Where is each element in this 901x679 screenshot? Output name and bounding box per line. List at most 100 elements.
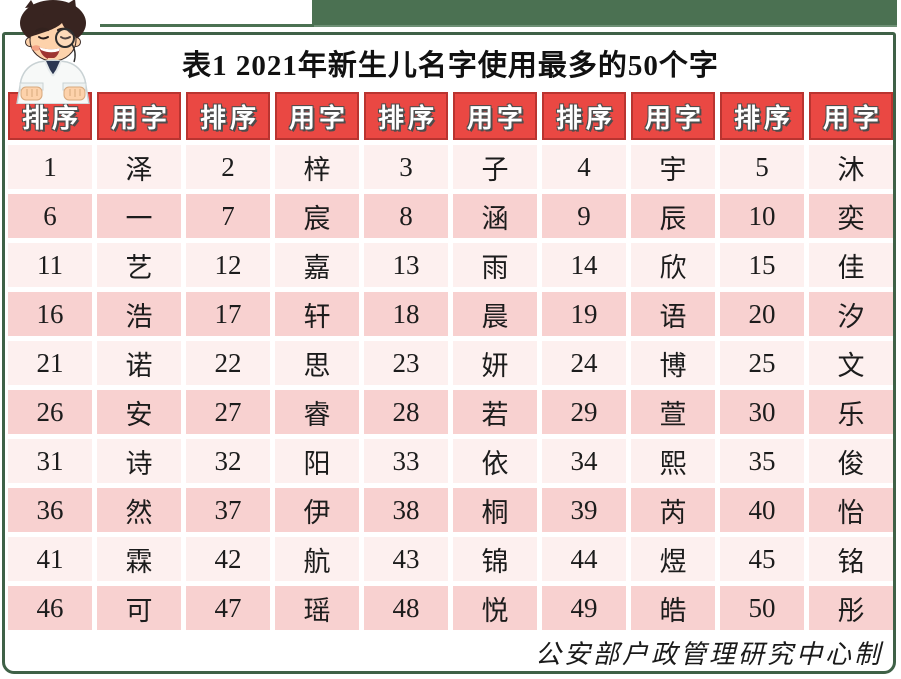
char-cell: 梓 [275,145,359,189]
rank-cell: 44 [542,537,626,581]
rank-cell: 6 [8,194,92,238]
rank-cell: 24 [542,341,626,385]
column-header-rank: 排序 [186,92,270,140]
char-cell: 泽 [97,145,181,189]
char-cell: 航 [275,537,359,581]
column-header-rank: 排序 [720,92,804,140]
char-cell: 芮 [631,488,715,532]
rank-cell: 14 [542,243,626,287]
char-cell: 汐 [809,292,893,336]
rank-cell: 28 [364,390,448,434]
column-header-char: 用字 [97,92,181,140]
rank-cell: 31 [8,439,92,483]
char-cell: 文 [809,341,893,385]
column-header-char: 用字 [453,92,537,140]
char-cell: 萱 [631,390,715,434]
char-cell: 艺 [97,243,181,287]
rank-cell: 8 [364,194,448,238]
page-title: 表1 2021年新生儿名字使用最多的50个字 [182,50,719,82]
char-cell: 阳 [275,439,359,483]
rank-cell: 38 [364,488,448,532]
char-cell: 伊 [275,488,359,532]
char-cell: 佳 [809,243,893,287]
rank-cell: 40 [720,488,804,532]
rank-cell: 47 [186,586,270,630]
column-header-char: 用字 [809,92,893,140]
rank-cell: 15 [720,243,804,287]
rank-cell: 32 [186,439,270,483]
rank-cell: 46 [8,586,92,630]
char-cell: 然 [97,488,181,532]
rank-cell: 39 [542,488,626,532]
char-cell: 妍 [453,341,537,385]
rank-cell: 29 [542,390,626,434]
credit-text: 公安部户政管理研究中心制 [534,640,883,670]
rank-cell: 48 [364,586,448,630]
char-cell: 依 [453,439,537,483]
doctor-cartoon-avatar-icon [16,0,90,104]
column-header-rank: 排序 [542,92,626,140]
page-frame-border [2,32,896,674]
name-ranking-table: 排序 用字 排序 用字 排序 用字 排序 用字 排序 用字 1 泽 2 梓 3 子 4 宇 5 沐 6 一 7 宸 8 涵 9 辰 10… [8,92,893,630]
rank-cell: 34 [542,439,626,483]
rank-cell: 25 [720,341,804,385]
rank-cell: 41 [8,537,92,581]
char-cell: 奕 [809,194,893,238]
char-cell: 沐 [809,145,893,189]
rank-cell: 33 [364,439,448,483]
rank-cell: 49 [542,586,626,630]
char-cell: 悦 [453,586,537,630]
char-cell: 桐 [453,488,537,532]
char-cell: 铭 [809,537,893,581]
char-cell: 安 [97,390,181,434]
char-cell: 博 [631,341,715,385]
char-cell: 语 [631,292,715,336]
rank-cell: 18 [364,292,448,336]
rank-cell: 27 [186,390,270,434]
rank-cell: 22 [186,341,270,385]
char-cell: 欣 [631,243,715,287]
column-header-char: 用字 [275,92,359,140]
rank-cell: 17 [186,292,270,336]
rank-cell: 12 [186,243,270,287]
rank-cell: 23 [364,341,448,385]
top-green-band-tail [100,24,314,27]
top-green-band [312,0,897,27]
char-cell: 宇 [631,145,715,189]
rank-cell: 36 [8,488,92,532]
char-cell: 怡 [809,488,893,532]
rank-cell: 5 [720,145,804,189]
char-cell: 皓 [631,586,715,630]
rank-cell: 10 [720,194,804,238]
char-cell: 可 [97,586,181,630]
char-cell: 俊 [809,439,893,483]
rank-cell: 21 [8,341,92,385]
char-cell: 诺 [97,341,181,385]
rank-cell: 4 [542,145,626,189]
rank-cell: 26 [8,390,92,434]
char-cell: 嘉 [275,243,359,287]
rank-cell: 37 [186,488,270,532]
char-cell: 晨 [453,292,537,336]
column-header-char: 用字 [631,92,715,140]
char-cell: 思 [275,341,359,385]
rank-cell: 45 [720,537,804,581]
char-cell: 乐 [809,390,893,434]
char-cell: 子 [453,145,537,189]
char-cell: 雨 [453,243,537,287]
rank-cell: 16 [8,292,92,336]
char-cell: 瑶 [275,586,359,630]
rank-cell: 7 [186,194,270,238]
char-cell: 霖 [97,537,181,581]
rank-cell: 9 [542,194,626,238]
char-cell: 一 [97,194,181,238]
rank-cell: 30 [720,390,804,434]
char-cell: 睿 [275,390,359,434]
column-header-rank: 排序 [364,92,448,140]
rank-cell: 43 [364,537,448,581]
rank-cell: 1 [8,145,92,189]
rank-cell: 35 [720,439,804,483]
rank-cell: 13 [364,243,448,287]
rank-cell: 50 [720,586,804,630]
